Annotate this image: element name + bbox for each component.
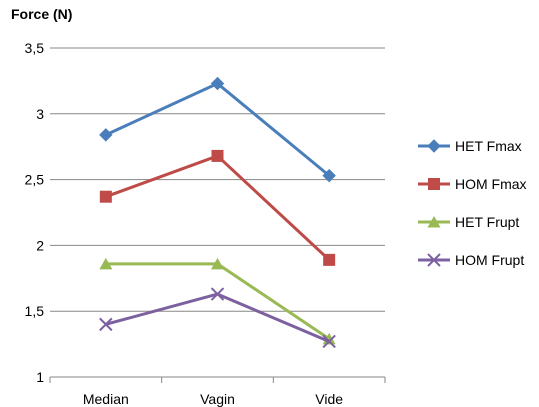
legend-marker	[427, 216, 441, 228]
y-tick-label: 3	[36, 106, 44, 122]
y-tick-label: 1,5	[25, 303, 45, 319]
legend-item: HOM Fmax	[418, 176, 527, 192]
legend-marker	[428, 178, 440, 190]
legend-label: HET Fmax	[455, 138, 522, 154]
x-axis	[49, 376, 386, 383]
y-tick-label: 1	[36, 369, 44, 385]
legend-marker	[427, 253, 441, 267]
series-het-fmax	[99, 76, 336, 183]
legend-label: HET Frupt	[455, 214, 519, 230]
y-axis-label: Force (N)	[11, 6, 73, 22]
data-point	[211, 257, 224, 270]
y-tick-label: 2,5	[25, 172, 45, 188]
data-point	[322, 168, 336, 183]
data-point	[210, 287, 225, 301]
data-point	[211, 149, 224, 162]
data-point	[99, 257, 113, 270]
y-axis-ticks: 1 1,5 2 2,5 3 3,5	[25, 40, 45, 385]
x-tick-label: Vide	[315, 391, 343, 407]
data-point	[99, 128, 113, 142]
legend-item: HET Frupt	[418, 214, 519, 230]
legend: HET Fmax HOM Fmax HET Frupt HOM Frupt	[418, 138, 527, 268]
x-tick-label: Vagin	[200, 391, 235, 407]
legend-label: HOM Fmax	[455, 176, 527, 192]
series-hom-frupt	[99, 287, 336, 349]
y-tick-label: 3,5	[25, 40, 45, 56]
legend-label: HOM Frupt	[455, 252, 524, 268]
x-tick-label: Median	[83, 391, 129, 407]
legend-item: HET Fmax	[418, 138, 522, 154]
data-point	[322, 334, 336, 349]
legend-item: HOM Frupt	[418, 252, 524, 268]
x-axis-ticks: Median Vagin Vide	[83, 391, 343, 407]
data-point	[99, 190, 112, 203]
data-point	[99, 317, 113, 332]
y-tick-label: 2	[36, 237, 44, 253]
series-hom-fmax	[99, 149, 336, 266]
data-point	[323, 253, 336, 266]
series-het-frupt	[99, 257, 336, 345]
legend-marker	[427, 139, 441, 153]
data-point	[210, 76, 225, 91]
series-group	[99, 76, 336, 349]
gridlines	[50, 47, 385, 378]
series-line	[105, 154, 331, 261]
